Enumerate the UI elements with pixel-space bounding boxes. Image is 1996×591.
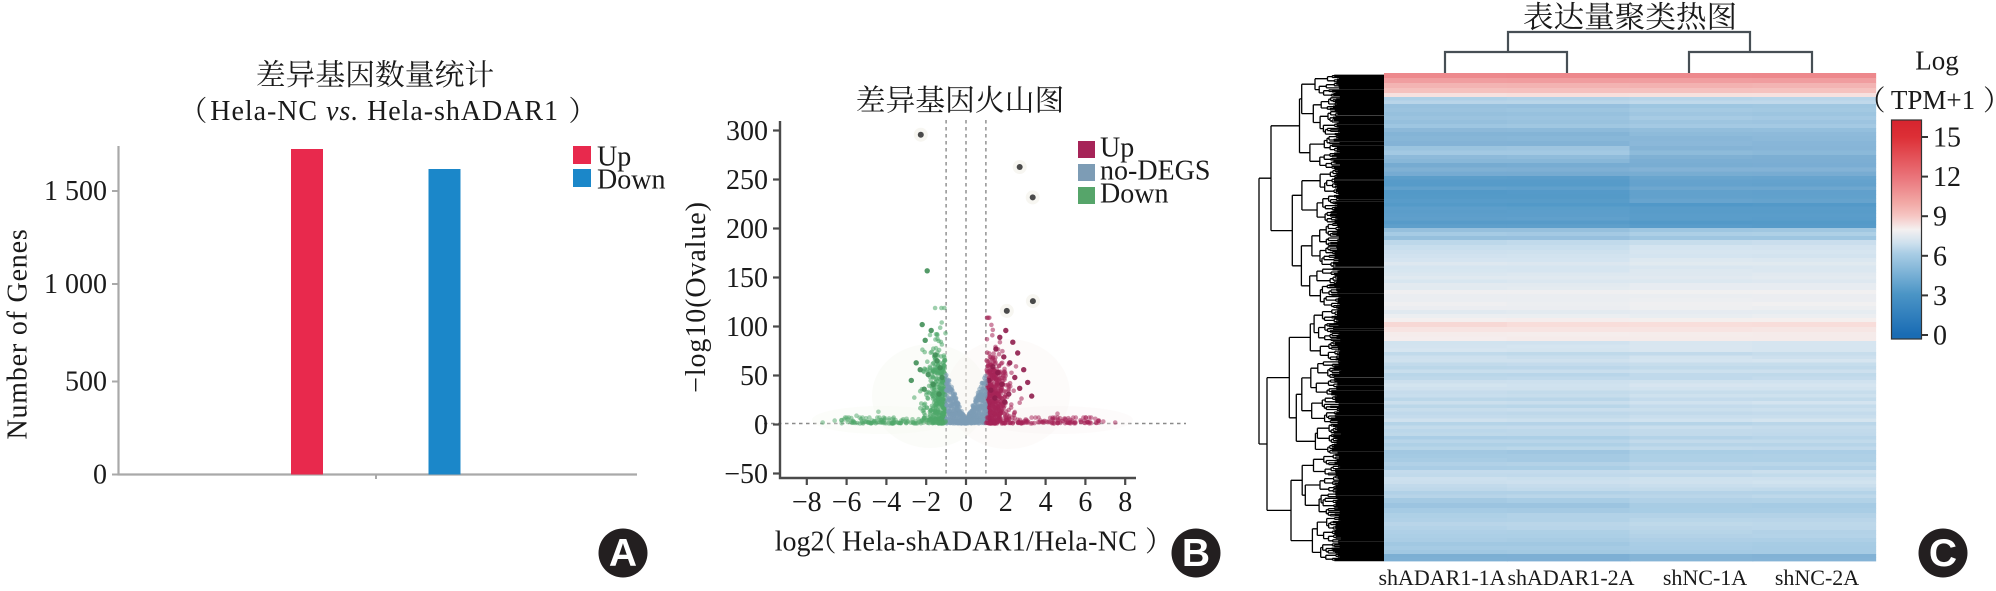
svg-text:B: B	[1182, 532, 1210, 575]
svg-text:Log: Log	[1915, 46, 1959, 76]
svg-text:500: 500	[65, 367, 107, 398]
svg-text:250: 250	[726, 165, 768, 196]
svg-text:−log10(Ovalue): −log10(Ovalue)	[681, 201, 712, 393]
svg-text:−4: −4	[872, 487, 902, 518]
svg-text:15: 15	[1933, 123, 1961, 154]
svg-text:shADAR1-2A: shADAR1-2A	[1507, 565, 1634, 590]
svg-text:A: A	[609, 532, 637, 575]
svg-text:0: 0	[754, 410, 768, 441]
svg-text:0: 0	[93, 460, 107, 491]
svg-text:Hela-shADAR1/Hela-NC: Hela-shADAR1/Hela-NC	[842, 527, 1137, 558]
svg-text:4: 4	[1039, 487, 1053, 518]
svg-text:100: 100	[726, 312, 768, 343]
svg-text:Down: Down	[597, 165, 665, 196]
svg-text:1 500: 1 500	[44, 176, 107, 207]
svg-text:6: 6	[1078, 487, 1092, 518]
svg-text:log2: log2	[775, 527, 825, 558]
svg-text:8: 8	[1118, 487, 1132, 518]
svg-text:shNC-2A: shNC-2A	[1775, 565, 1859, 590]
svg-text:Up: Up	[1100, 133, 1134, 164]
svg-text:no-DEGS: no-DEGS	[1100, 156, 1210, 187]
svg-text:−8: −8	[792, 487, 822, 518]
svg-text:Number of Genes: Number of Genes	[3, 228, 34, 439]
svg-text:3: 3	[1933, 281, 1947, 312]
svg-text:1 000: 1 000	[44, 269, 107, 300]
svg-text:−2: −2	[911, 487, 941, 518]
svg-text:6: 6	[1933, 241, 1947, 272]
svg-text:−6: −6	[832, 487, 862, 518]
svg-text:Up: Up	[597, 142, 631, 173]
svg-text:−50: −50	[724, 459, 768, 490]
svg-text:TPM+1: TPM+1	[1891, 85, 1975, 115]
svg-text:Hela-NC vs. Hela-shADAR1: Hela-NC vs. Hela-shADAR1	[210, 96, 559, 127]
svg-text:200: 200	[726, 214, 768, 245]
svg-text:0: 0	[959, 487, 973, 518]
svg-text:150: 150	[726, 263, 768, 294]
svg-text:C: C	[1929, 532, 1957, 575]
svg-text:0: 0	[1933, 321, 1947, 352]
svg-text:12: 12	[1933, 162, 1961, 193]
svg-text:Down: Down	[1100, 179, 1168, 210]
svg-text:shADAR1-1A: shADAR1-1A	[1378, 565, 1505, 590]
svg-text:9: 9	[1933, 202, 1947, 233]
svg-text:50: 50	[740, 361, 768, 392]
svg-text:2: 2	[999, 487, 1013, 518]
svg-text:shNC-1A: shNC-1A	[1663, 565, 1747, 590]
svg-text:300: 300	[726, 116, 768, 147]
